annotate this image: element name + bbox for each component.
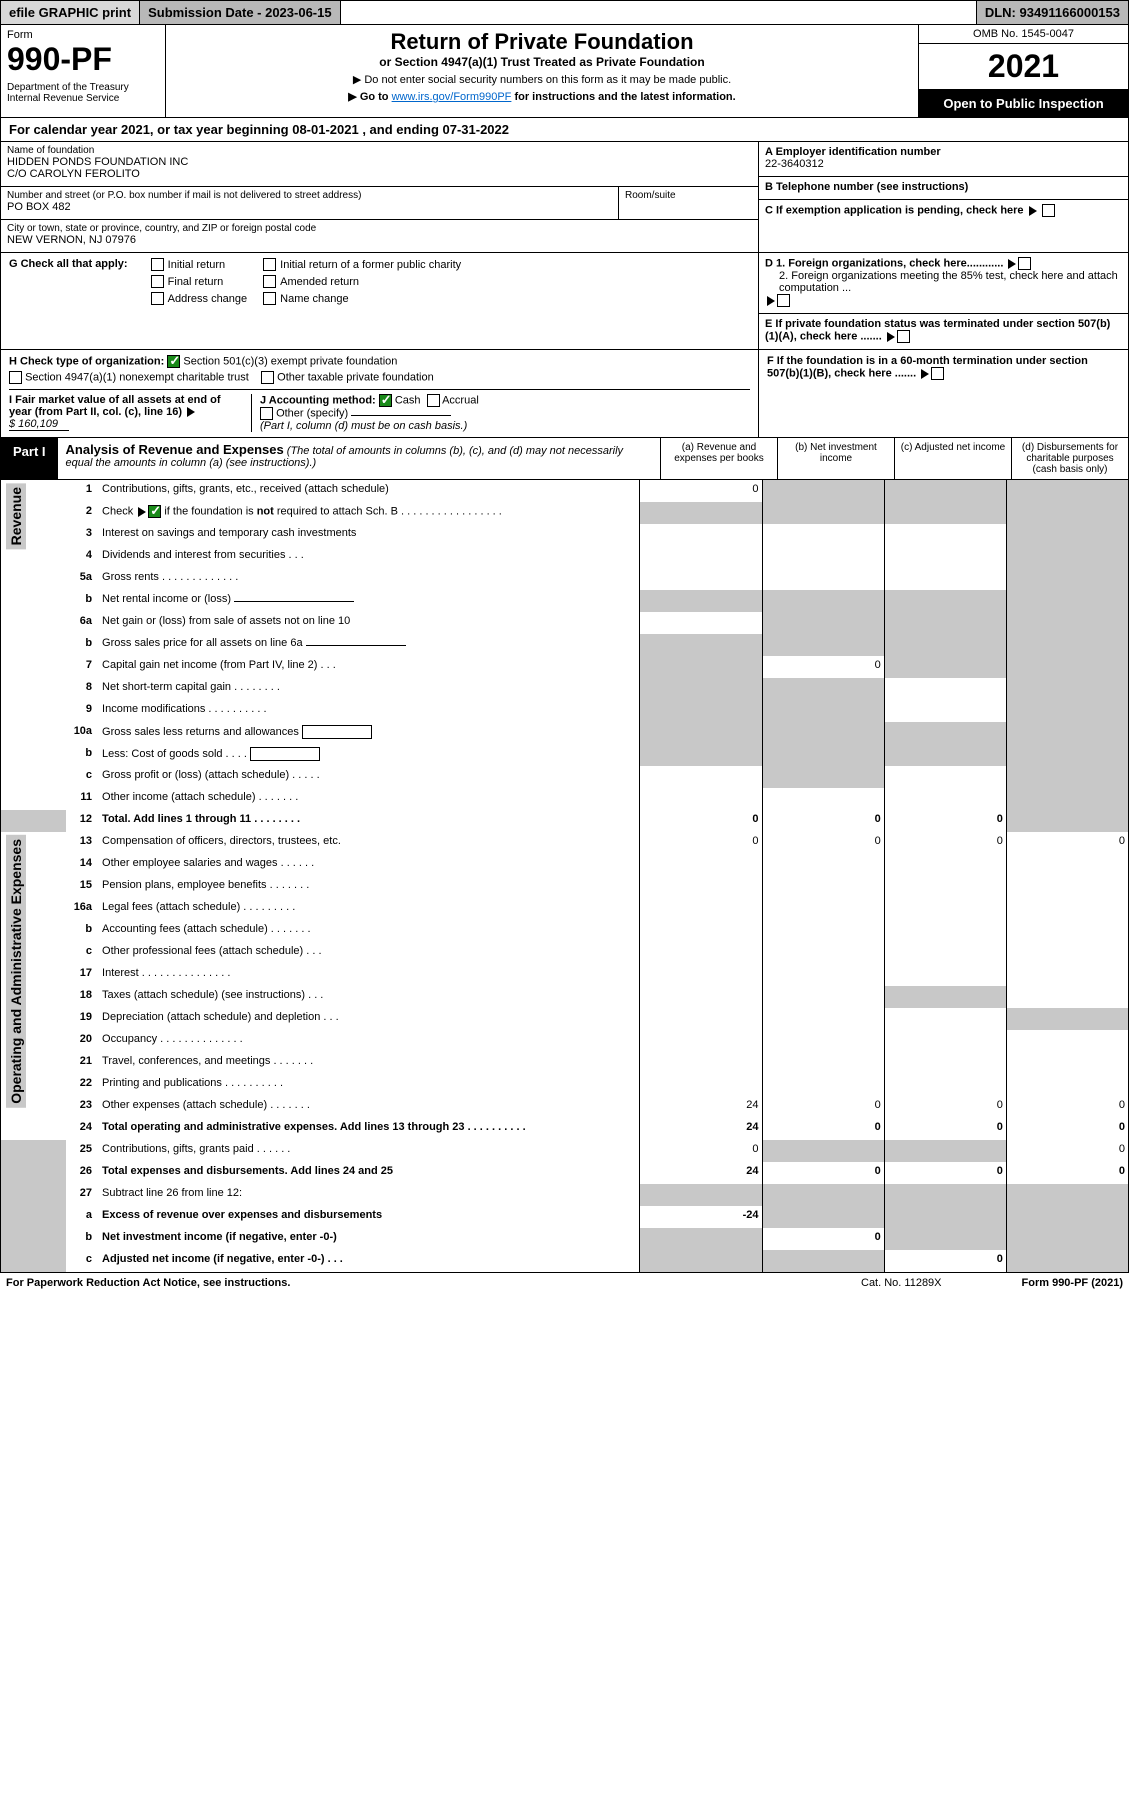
part1-header: Part I Analysis of Revenue and Expenses … <box>0 438 1129 480</box>
part1-table: Revenue 1Contributions, gifts, grants, e… <box>0 480 1129 1273</box>
h-4947-checkbox[interactable] <box>9 371 22 384</box>
ein-value: 22-3640312 <box>765 158 824 170</box>
form-number: 990-PF <box>7 41 159 78</box>
dept-treasury: Department of the Treasury Internal Reve… <box>7 82 159 104</box>
d1-row: D 1. Foreign organizations, check here..… <box>759 253 1128 314</box>
arrow-icon <box>187 407 195 417</box>
j-other-checkbox[interactable] <box>260 407 273 420</box>
form-ref: Form 990-PF (2021) <box>1022 1277 1123 1289</box>
room-label: Room/suite <box>618 187 758 219</box>
arrow-icon <box>921 369 929 379</box>
j-cash-checkbox[interactable] <box>379 394 392 407</box>
g-initial-return-checkbox[interactable] <box>151 258 164 271</box>
g-amended-checkbox[interactable] <box>263 275 276 288</box>
col-b-header: (b) Net investment income <box>777 438 894 479</box>
hij-section: H Check type of organization: Section 50… <box>0 350 1129 438</box>
page-footer: For Paperwork Reduction Act Notice, see … <box>0 1273 1129 1293</box>
arrow-icon <box>1029 206 1037 216</box>
calendar-year: For calendar year 2021, or tax year begi… <box>0 118 1129 142</box>
h-other-checkbox[interactable] <box>261 371 274 384</box>
f-checkbox[interactable] <box>931 367 944 380</box>
address: PO BOX 482 <box>7 201 612 213</box>
g-final-return-checkbox[interactable] <box>151 275 164 288</box>
arrow-icon <box>1008 259 1016 269</box>
col-a-header: (a) Revenue and expenses per books <box>660 438 777 479</box>
part1-label: Part I <box>1 438 58 479</box>
c-checkbox[interactable] <box>1042 204 1055 217</box>
col-c-header: (c) Adjusted net income <box>894 438 1011 479</box>
form-label: Form <box>7 29 159 41</box>
c-label: C If exemption application is pending, c… <box>765 204 1024 216</box>
phone-label: B Telephone number (see instructions) <box>765 181 968 193</box>
e-row: E If private foundation status was termi… <box>759 314 1128 349</box>
g-section: G Check all that apply: Initial return I… <box>0 253 1129 350</box>
instruction-1: ▶ Do not enter social security numbers o… <box>174 73 910 86</box>
open-inspection: Open to Public Inspection <box>919 90 1128 117</box>
pra-notice: For Paperwork Reduction Act Notice, see … <box>6 1277 290 1289</box>
g-name-change-checkbox[interactable] <box>263 292 276 305</box>
omb-number: OMB No. 1545-0047 <box>919 25 1128 44</box>
g-address-change-checkbox[interactable] <box>151 292 164 305</box>
form-header: Form 990-PF Department of the Treasury I… <box>0 25 1129 118</box>
d2-checkbox[interactable] <box>777 294 790 307</box>
revenue-label: Revenue <box>6 483 26 549</box>
submission-date: Submission Date - 2023-06-15 <box>140 1 341 24</box>
h-501c3-checkbox[interactable] <box>167 355 180 368</box>
e-checkbox[interactable] <box>897 330 910 343</box>
part1-title: Analysis of Revenue and Expenses <box>66 442 284 457</box>
f-row: F If the foundation is in a 60-month ter… <box>758 350 1128 437</box>
dln: DLN: 93491166000153 <box>976 1 1128 24</box>
i-value: $ 160,109 <box>9 418 69 431</box>
irs-link[interactable]: www.irs.gov/Form990PF <box>392 91 512 103</box>
col-d-header: (d) Disbursements for charitable purpose… <box>1011 438 1128 479</box>
cat-no: Cat. No. 11289X <box>861 1277 942 1289</box>
city-state-zip: NEW VERNON, NJ 07976 <box>7 234 752 246</box>
name-label: Name of foundation <box>7 145 752 156</box>
instruction-2: ▶ Go to www.irs.gov/Form990PF for instru… <box>174 90 910 103</box>
j-label: J Accounting method: <box>260 394 376 406</box>
h-label: H Check type of organization: <box>9 355 164 367</box>
arrow-icon <box>887 332 895 342</box>
city-label: City or town, state or province, country… <box>7 223 752 234</box>
efile-print-button[interactable]: efile GRAPHIC print <box>1 1 140 24</box>
ein-label: A Employer identification number <box>765 146 941 158</box>
top-bar: efile GRAPHIC print Submission Date - 20… <box>0 0 1129 25</box>
schb-checkbox[interactable] <box>148 505 161 518</box>
j-note: (Part I, column (d) must be on cash basi… <box>260 420 467 432</box>
entity-section: Name of foundation HIDDEN PONDS FOUNDATI… <box>0 142 1129 253</box>
j-accrual-checkbox[interactable] <box>427 394 440 407</box>
foundation-name: HIDDEN PONDS FOUNDATION INC C/O CAROLYN … <box>7 156 752 180</box>
form-subtitle: or Section 4947(a)(1) Trust Treated as P… <box>174 55 910 69</box>
d1-checkbox[interactable] <box>1018 257 1031 270</box>
addr-label: Number and street (or P.O. box number if… <box>7 190 612 201</box>
form-title: Return of Private Foundation <box>174 29 910 55</box>
g-label: G Check all that apply: <box>9 258 128 270</box>
g-initial-public-checkbox[interactable] <box>263 258 276 271</box>
arrow-icon <box>767 296 775 306</box>
tax-year: 2021 <box>919 44 1128 90</box>
expenses-label: Operating and Administrative Expenses <box>6 835 26 1108</box>
